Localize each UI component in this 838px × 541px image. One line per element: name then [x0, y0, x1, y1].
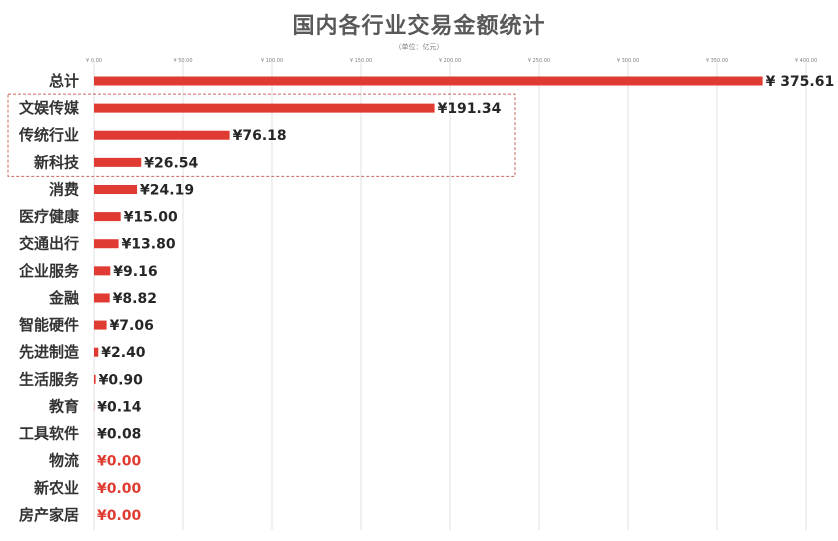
value-label: ¥0.90 [99, 372, 144, 388]
x-tick-label: ¥ 50.00 [173, 58, 192, 64]
category-label: 文娱传媒 [19, 99, 80, 117]
bar [94, 212, 121, 222]
bar [94, 184, 138, 194]
value-label: ¥ 375.61 [766, 74, 835, 90]
grid-lines [93, 62, 807, 530]
category-label: 新科技 [34, 153, 80, 171]
bar [94, 130, 230, 140]
x-tick-label: ¥ 350.00 [706, 58, 728, 64]
category-label: 新农业 [34, 479, 79, 497]
x-tick-label: ¥ 100.00 [261, 58, 283, 64]
value-label: ¥8.82 [113, 291, 157, 307]
x-tick-label: ¥ 250.00 [528, 58, 550, 64]
chart-title: 国内各行业交易金额统计 [292, 14, 546, 39]
value-label: ¥0.00 [97, 508, 142, 524]
bar [94, 76, 763, 86]
x-axis-ticks: ¥ 0.00 ¥ 50.00 ¥ 100.00 ¥ 150.00 ¥ 200.00 ¥ 2… [86, 58, 817, 64]
category-label: 金融 [48, 289, 79, 307]
highlight-group [7, 93, 516, 177]
value-label: ¥0.08 [97, 427, 141, 443]
category-label: 企业服务 [18, 262, 80, 280]
category-label: 消费 [49, 180, 79, 198]
x-tick-label: ¥ 150.00 [350, 58, 372, 64]
bar [94, 374, 96, 384]
x-tick-label: ¥ 400.00 [795, 58, 817, 64]
bar [94, 347, 99, 357]
value-label: ¥15.00 [124, 210, 178, 226]
bar [94, 157, 142, 167]
value-label: ¥9.16 [113, 264, 157, 280]
value-label: ¥2.40 [101, 345, 146, 361]
category-label: 先进制造 [19, 343, 79, 361]
x-tick-label: ¥ 300.00 [617, 58, 639, 64]
bar [94, 103, 435, 113]
category-label: 物流 [49, 452, 79, 470]
bars [94, 76, 763, 439]
value-label: ¥7.06 [110, 318, 154, 334]
category-label: 生活服务 [19, 370, 80, 388]
labels: 总计 ¥ 375.61 文娱传媒 ¥191.34 传统行业 ¥76.18 新科技 ¥26.54… [18, 72, 834, 524]
value-label: ¥0.00 [97, 454, 142, 470]
value-label: ¥26.54 [144, 155, 198, 171]
value-label: ¥0.14 [97, 399, 142, 415]
category-label: 总计 [49, 72, 79, 90]
category-label: 传统行业 [18, 126, 79, 144]
chart-subtitle: （单位：亿元） [394, 43, 444, 51]
category-label: 房产家居 [19, 506, 79, 524]
x-tick-label: ¥ 0.00 [86, 58, 102, 64]
category-label: 智能硬件 [19, 316, 79, 334]
value-label: ¥76.18 [233, 128, 287, 144]
category-label: 教育 [48, 397, 79, 415]
category-label: 交通出行 [19, 235, 79, 253]
bar [94, 266, 111, 276]
highlight-box [7, 93, 516, 177]
value-label: ¥191.34 [438, 101, 502, 117]
x-tick-label: ¥ 200.00 [439, 58, 461, 64]
value-label: ¥13.80 [122, 237, 176, 253]
value-label: ¥0.00 [97, 481, 142, 497]
bar [94, 293, 110, 303]
value-label: ¥24.19 [140, 182, 194, 198]
bar [94, 320, 107, 330]
bar [94, 239, 119, 249]
category-label: 医疗健康 [19, 208, 80, 226]
category-label: 工具软件 [19, 425, 79, 443]
